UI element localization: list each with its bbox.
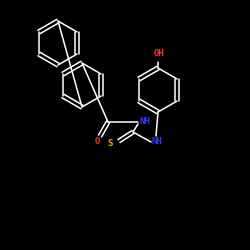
Text: NH: NH [152,138,163,146]
Text: OH: OH [154,49,164,58]
Text: NH: NH [140,118,151,126]
Text: O: O [94,138,100,146]
Text: S: S [107,138,113,147]
